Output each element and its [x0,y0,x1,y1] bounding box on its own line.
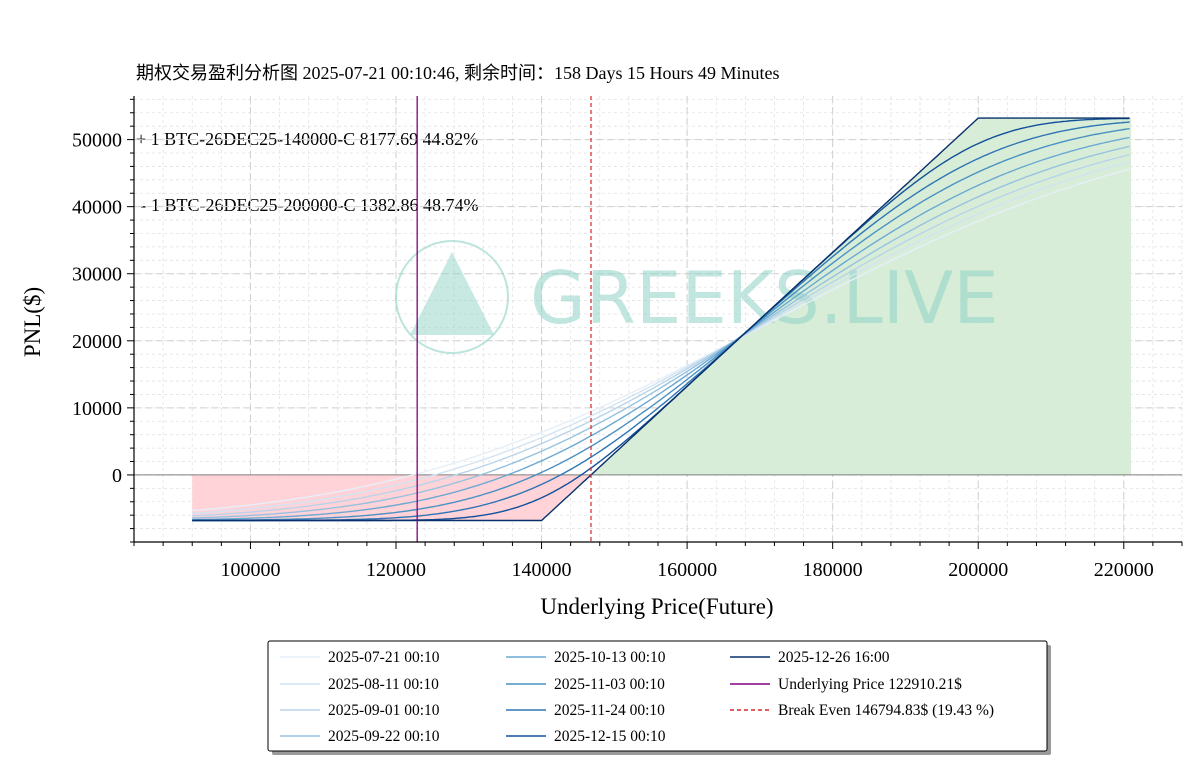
watermark-logo-icon [395,240,509,354]
axes: 100000 120000 140000 160000 180000 200000 2200… [72,96,1183,581]
legend-label: 2025-08-11 00:10 [328,676,439,693]
series-line-1 [192,168,1130,512]
series-line-5 [192,136,1130,521]
x-axis-title: Underlying Price(Future) [540,594,773,619]
x-tick-label: 200000 [948,559,1008,581]
x-tick-label: 180000 [803,559,863,581]
legend-label: 2025-11-03 00:10 [554,676,665,693]
x-tick-label: 140000 [512,559,572,581]
legend-label: Underlying Price 122910.21$ [778,676,962,693]
legend-label: 2025-12-26 16:00 [778,649,890,666]
legend-box [267,640,1048,752]
x-tick-label: 120000 [366,559,426,581]
loss-area [192,474,592,521]
series-line-9 [192,117,1130,522]
x-tick-label: 220000 [1094,559,1154,581]
title-line-3: - 1 BTC-26DEC25-200000-C 1382.86 48.74% [136,195,479,215]
title-line-2: + 1 BTC-26DEC25-140000-C 8177.69 44.82% [136,129,479,149]
profit-area [591,118,1132,475]
series-line-3 [192,154,1130,517]
series-line-6 [192,128,1130,522]
title-line-1: 期权交易盈利分析图 2025-07-21 00:10:46, 剩余时间：158 … [136,63,780,83]
legend-label: 2025-09-22 00:10 [328,728,440,745]
legend-label: 2025-07-21 00:10 [328,649,440,666]
series-line-7 [192,121,1130,522]
legend-label: Break Even 146794.83$ (19.43 %) [778,702,994,719]
x-tick-label: 160000 [657,559,717,581]
legend: 2025-07-21 00:10 2025-08-11 00:10 2025-09-… [267,640,1051,755]
y-tick-label: 30000 [72,264,122,286]
y-tick-label: 40000 [72,197,122,219]
marker-lines [416,96,592,542]
series-line-2 [192,161,1130,515]
legend-label: 2025-12-15 00:10 [554,728,666,745]
y-tick-label: 0 [112,465,122,487]
chart-title: 期权交易盈利分析图 2025-07-21 00:10:46, 剩余时间：158 … [136,18,779,238]
y-tick-label: 50000 [72,130,122,152]
y-axis-title: PNL($) [20,287,45,357]
pnl-series [192,117,1130,522]
y-tick-label: 10000 [72,398,122,420]
legend-label: 2025-10-13 00:10 [554,649,666,666]
watermark-text: GREEKS.LIVE [530,256,999,340]
series-line-4 [192,145,1130,519]
watermark: GREEKS.LIVE [395,240,999,354]
legend-label: 2025-09-01 00:10 [328,702,440,719]
legend-label: 2025-11-24 00:10 [554,702,665,719]
watermark-logo-triangle [410,252,494,335]
pnl-fill-areas [192,118,1132,521]
x-tick-label: 100000 [220,559,280,581]
y-tick-label: 20000 [72,331,122,353]
